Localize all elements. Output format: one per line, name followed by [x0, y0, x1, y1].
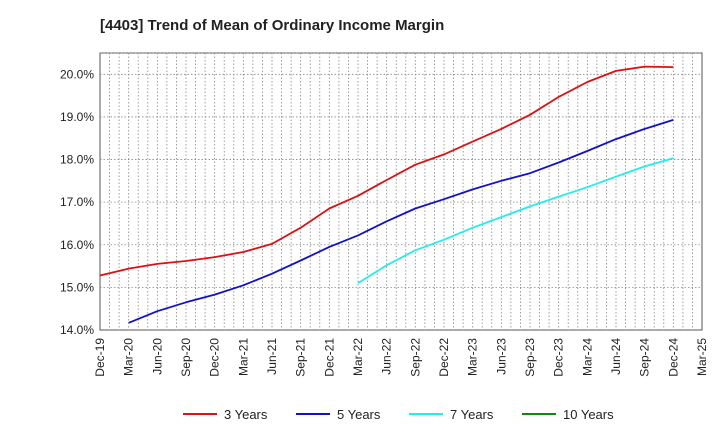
x-tick-label: Mar-20: [122, 338, 136, 376]
y-tick-label: 18.0%: [60, 153, 94, 167]
x-axis-ticks: Dec-19 Mar-20 Jun-20 Sep-20 Dec-20 Mar-21 Jun-…: [93, 338, 709, 377]
y-tick-label: 19.0%: [60, 110, 94, 124]
x-tick-label: Dec-20: [208, 338, 222, 377]
x-tick-label: Jun-23: [494, 338, 508, 375]
series-line-7-years: [357, 157, 674, 284]
x-tick-label: Jun-24: [609, 338, 623, 375]
plot-area: [99, 52, 703, 331]
y-tick-label: 15.0%: [60, 280, 94, 294]
chart-title: [4403] Trend of Mean of Ordinary Income …: [100, 17, 444, 34]
plot-frame: [99, 52, 703, 331]
x-tick-label: Dec-19: [93, 338, 107, 377]
x-tick-label: Dec-24: [666, 338, 680, 377]
x-tick-label: Mar-21: [236, 338, 250, 376]
legend: 3 Years 5 Years 7 Years 10 Years: [183, 407, 614, 422]
x-tick-label: Dec-21: [322, 338, 336, 377]
x-tick-label: Jun-20: [150, 338, 164, 375]
x-tick-label: Sep-20: [179, 338, 193, 377]
legend-label: 7 Years: [450, 407, 494, 422]
series-line-3-years: [99, 65, 674, 277]
y-axis-ticks: 14.0% 15.0% 16.0% 17.0% 18.0% 19.0% 20.0%: [60, 67, 94, 337]
legend-label: 5 Years: [337, 407, 381, 422]
x-tick-label: Mar-25: [695, 338, 709, 376]
x-tick-label: Jun-21: [265, 338, 279, 375]
grid-lines: [100, 52, 702, 330]
series-lines: [99, 65, 674, 324]
x-tick-label: Sep-21: [294, 338, 308, 377]
y-tick-label: 16.0%: [60, 238, 94, 252]
x-tick-label: Mar-24: [580, 338, 594, 376]
x-tick-label: Dec-22: [437, 338, 451, 377]
x-tick-label: Mar-22: [351, 338, 365, 376]
x-tick-label: Sep-23: [523, 338, 537, 377]
y-tick-label: 14.0%: [60, 323, 94, 337]
legend-label: 10 Years: [563, 407, 614, 422]
y-tick-label: 20.0%: [60, 67, 94, 81]
series-line-5-years: [128, 119, 674, 324]
x-tick-label: Dec-23: [552, 338, 566, 377]
x-tick-label: Sep-24: [638, 338, 652, 377]
y-tick-label: 17.0%: [60, 195, 94, 209]
x-tick-label: Jun-22: [380, 338, 394, 375]
legend-label: 3 Years: [224, 407, 268, 422]
x-tick-label: Sep-22: [408, 338, 422, 377]
x-tick-label: Mar-23: [466, 338, 480, 376]
